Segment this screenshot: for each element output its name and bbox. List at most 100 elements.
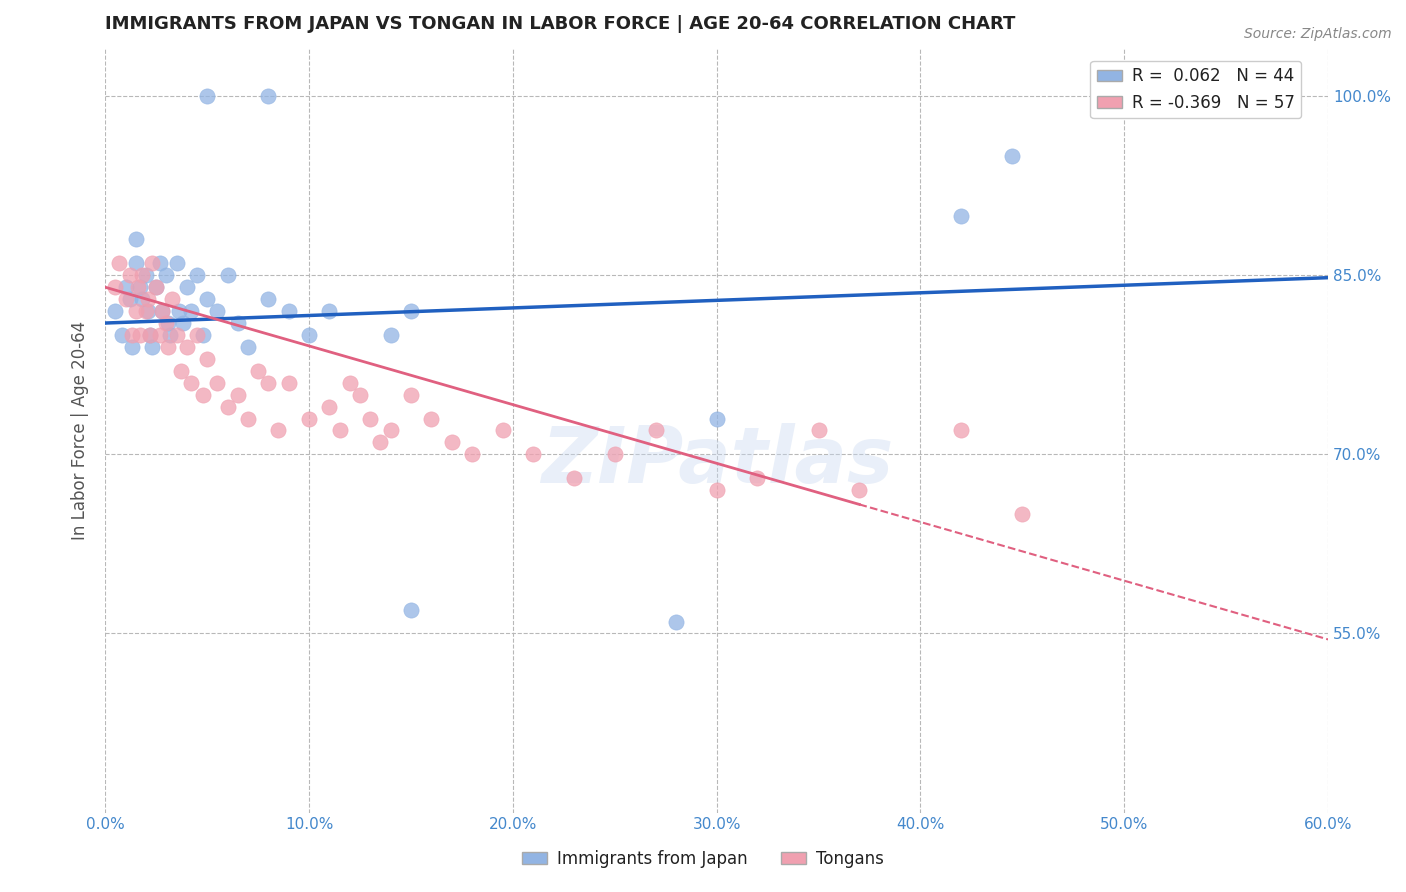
Point xyxy=(298,328,321,343)
Point xyxy=(195,292,218,306)
Point xyxy=(236,411,259,425)
Point xyxy=(128,328,150,343)
Point xyxy=(644,424,666,438)
Point xyxy=(145,280,167,294)
Point xyxy=(149,256,172,270)
Point xyxy=(114,292,136,306)
Point xyxy=(848,483,870,498)
Point xyxy=(136,304,159,318)
Point xyxy=(277,304,299,318)
Point xyxy=(167,304,190,318)
Point xyxy=(180,304,202,318)
Point xyxy=(136,292,159,306)
Point xyxy=(166,256,188,270)
Point xyxy=(195,89,218,103)
Point xyxy=(131,268,153,283)
Point xyxy=(1001,149,1024,163)
Point xyxy=(207,376,229,390)
Point xyxy=(141,256,163,270)
Point xyxy=(121,340,143,354)
Point xyxy=(380,328,402,343)
Point xyxy=(125,304,148,318)
Point xyxy=(191,328,214,343)
Point xyxy=(108,256,131,270)
Point xyxy=(104,280,127,294)
Text: ZIPatlas: ZIPatlas xyxy=(540,423,893,499)
Point xyxy=(267,424,290,438)
Point xyxy=(150,304,173,318)
Point xyxy=(399,387,422,401)
Point xyxy=(139,328,162,343)
Point xyxy=(339,376,361,390)
Point xyxy=(176,280,198,294)
Point xyxy=(318,400,340,414)
Point xyxy=(747,471,769,485)
Point xyxy=(191,387,214,401)
Point xyxy=(186,268,208,283)
Point xyxy=(461,447,484,461)
Point xyxy=(370,435,392,450)
Point xyxy=(380,424,402,438)
Point xyxy=(118,268,141,283)
Point xyxy=(104,304,127,318)
Point xyxy=(706,483,728,498)
Text: Source: ZipAtlas.com: Source: ZipAtlas.com xyxy=(1244,27,1392,41)
Point xyxy=(522,447,544,461)
Point xyxy=(155,268,177,283)
Point xyxy=(176,340,198,354)
Point xyxy=(166,328,188,343)
Point xyxy=(318,304,340,318)
Point xyxy=(155,316,177,330)
Point xyxy=(257,89,280,103)
Point xyxy=(121,328,143,343)
Legend: Immigrants from Japan, Tongans: Immigrants from Japan, Tongans xyxy=(516,844,890,875)
Point xyxy=(139,328,162,343)
Point xyxy=(141,340,163,354)
Point xyxy=(562,471,585,485)
Point xyxy=(247,364,270,378)
Point xyxy=(180,376,202,390)
Point xyxy=(950,424,973,438)
Point xyxy=(257,292,280,306)
Point xyxy=(665,615,688,629)
Point xyxy=(125,232,148,246)
Point xyxy=(195,351,218,366)
Point xyxy=(150,304,173,318)
Point xyxy=(440,435,463,450)
Point xyxy=(169,364,191,378)
Point xyxy=(145,280,167,294)
Point xyxy=(172,316,194,330)
Point xyxy=(114,280,136,294)
Point xyxy=(950,209,973,223)
Text: IMMIGRANTS FROM JAPAN VS TONGAN IN LABOR FORCE | AGE 20-64 CORRELATION CHART: IMMIGRANTS FROM JAPAN VS TONGAN IN LABOR… xyxy=(105,15,1015,33)
Point xyxy=(131,292,153,306)
Point xyxy=(399,602,422,616)
Point xyxy=(349,387,371,401)
Point xyxy=(128,280,150,294)
Point xyxy=(186,328,208,343)
Point xyxy=(125,256,148,270)
Point xyxy=(162,292,184,306)
Point xyxy=(110,328,132,343)
Point xyxy=(135,268,157,283)
Point xyxy=(298,411,321,425)
Point xyxy=(236,340,259,354)
Point xyxy=(399,304,422,318)
Point xyxy=(159,328,181,343)
Y-axis label: In Labor Force | Age 20-64: In Labor Force | Age 20-64 xyxy=(72,321,89,540)
Point xyxy=(277,376,299,390)
Point xyxy=(157,316,180,330)
Point xyxy=(226,387,249,401)
Point xyxy=(149,328,172,343)
Legend: R =  0.062   N = 44, R = -0.369   N = 57: R = 0.062 N = 44, R = -0.369 N = 57 xyxy=(1090,61,1302,119)
Point xyxy=(127,280,149,294)
Point xyxy=(118,292,141,306)
Point xyxy=(157,340,180,354)
Point xyxy=(135,304,157,318)
Point xyxy=(1011,507,1033,521)
Point xyxy=(807,424,830,438)
Point xyxy=(420,411,443,425)
Point xyxy=(603,447,626,461)
Point xyxy=(226,316,249,330)
Point xyxy=(207,304,229,318)
